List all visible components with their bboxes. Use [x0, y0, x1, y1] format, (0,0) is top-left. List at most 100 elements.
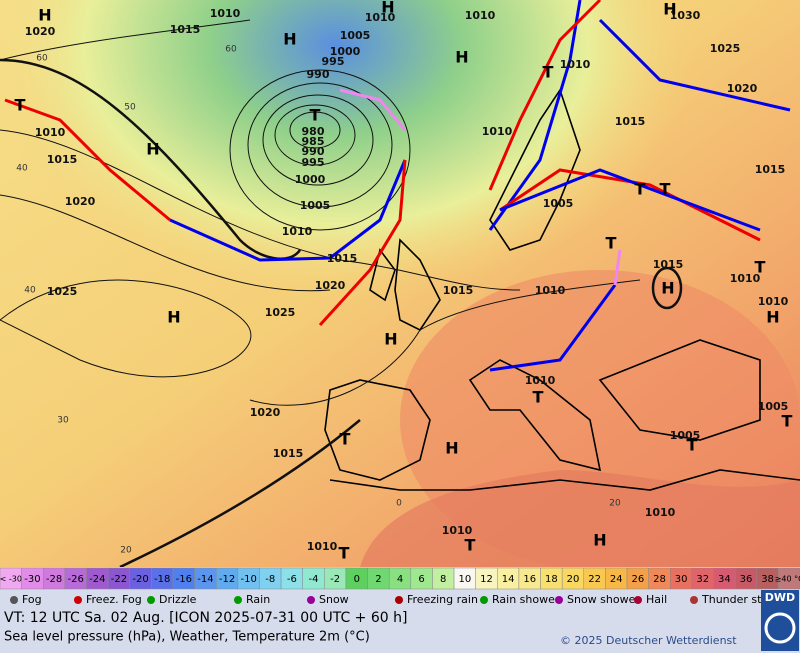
scale-label: 24 — [610, 574, 623, 585]
isobar-label: 1015 — [755, 163, 786, 176]
legend-label: Snow shower — [567, 593, 640, 606]
isobar-label: 1010 — [730, 272, 761, 285]
fronts — [4, 0, 791, 372]
pressure-center: T — [635, 180, 646, 199]
description: Sea level pressure (hPa), Weather, Tempe… — [4, 630, 370, 645]
dwd-logo-mark — [764, 612, 796, 644]
legend-symbol — [10, 596, 18, 604]
isobar-label: 1030 — [670, 9, 701, 22]
grid-label: 40 — [24, 286, 36, 296]
scale-label: 4 — [397, 574, 403, 585]
isobar-label: 1010 — [282, 225, 313, 238]
legend-label: Freez. Fog — [86, 593, 142, 606]
pressure-center: H — [38, 6, 51, 25]
pressure-center: T — [310, 106, 321, 125]
legend-symbol — [555, 596, 563, 604]
isobar-label: 1010 — [465, 9, 496, 22]
dwd-logo-text: DWD — [765, 591, 795, 604]
scale-label: -20 — [132, 574, 148, 585]
scale-label: 8 — [440, 574, 446, 585]
isobar-label: 1005 — [340, 29, 371, 42]
isobar-label: 1000 — [330, 45, 361, 58]
scale-label: 36 — [740, 574, 753, 585]
isobar-label: 1005 — [670, 429, 701, 442]
isobar-label: 1010 — [758, 295, 789, 308]
isobar-label: 995 — [302, 156, 325, 169]
pressure-center: T — [15, 96, 26, 115]
pressure-center: H — [167, 308, 180, 327]
grid-label: 50 — [124, 103, 136, 113]
scale-label: 6 — [418, 574, 424, 585]
isobar-label: 1010 — [35, 126, 66, 139]
pressure-center: T — [533, 388, 544, 407]
isobar-label: 1005 — [300, 199, 331, 212]
grid-label: 20 — [609, 499, 621, 509]
grid-label: 40 — [16, 164, 28, 174]
grid-label: 0 — [396, 499, 402, 509]
copyright: © 2025 Deutscher Wetterdienst — [560, 634, 737, 647]
isobar-label: 1020 — [250, 406, 281, 419]
scale-label: -10 — [240, 574, 256, 585]
pressure-center: T — [755, 258, 766, 277]
pressure-center: H — [766, 308, 779, 327]
isobar-label: 1010 — [442, 524, 473, 537]
scale-label: 12 — [480, 574, 493, 585]
pressure-center: H — [593, 531, 606, 550]
pressure-center: H — [283, 30, 296, 49]
isobar-label: 1010 — [482, 125, 513, 138]
isobar-label: 1010 — [560, 58, 591, 71]
pressure-center: T — [543, 63, 554, 82]
pressure-center: H — [661, 279, 674, 298]
grid-label: 60 — [225, 45, 237, 55]
grid-labels: 60 60 50 40 40 30 20 0 20 — [16, 45, 621, 556]
legend-label: Snow — [319, 593, 349, 606]
pressure-center: H — [455, 48, 468, 67]
legend-label: Hail — [646, 593, 667, 606]
scale-label: -26 — [68, 574, 84, 585]
legend-symbol — [234, 596, 242, 604]
scale-label: 32 — [696, 574, 709, 585]
isobar-label: 990 — [307, 68, 330, 81]
pressure-center: T — [606, 234, 617, 253]
scale-label: 28 — [653, 574, 666, 585]
isobar-label: 1020 — [727, 82, 758, 95]
scale-label: 18 — [545, 574, 558, 585]
isobar-label: 1025 — [265, 306, 296, 319]
legend-label: Drizzle — [159, 593, 197, 606]
isobar-label: 1010 — [535, 284, 566, 297]
pressure-center: T — [660, 180, 671, 199]
pressure-center: H — [381, 0, 394, 17]
scale-label: -22 — [111, 574, 127, 585]
pressure-center: H — [445, 439, 458, 458]
isobar-label: 1015 — [273, 447, 304, 460]
isobar-label: 980 — [302, 125, 325, 138]
scale-label: 22 — [588, 574, 601, 585]
scale-label: ≥40 °C — [775, 575, 800, 584]
scale-label: -2 — [330, 574, 340, 585]
isobar-label: 1025 — [47, 285, 78, 298]
isobar-label: 1010 — [307, 540, 338, 553]
isobar-label: 1015 — [615, 115, 646, 128]
scale-label: 0 — [354, 574, 360, 585]
scale-label: 38 — [761, 574, 774, 585]
scale-label: 2 — [375, 574, 381, 585]
valid-time: VT: 12 UTC Sa. 02 Aug. [ICON 2025-07-31 … — [4, 610, 407, 626]
grid-label: 30 — [57, 416, 69, 426]
legend-label: Freezing rain — [407, 593, 478, 606]
scale-label: -12 — [219, 574, 235, 585]
scale-label: -14 — [197, 574, 213, 585]
isobar-label: 1010 — [525, 374, 556, 387]
north-africa — [360, 470, 800, 567]
legend-symbol — [690, 596, 698, 604]
scale-label: -4 — [309, 574, 319, 585]
scale-label: -16 — [176, 574, 192, 585]
scale-label: -18 — [154, 574, 170, 585]
scale-label: 10 — [458, 574, 471, 585]
scale-label: 14 — [502, 574, 515, 585]
scale-label: 30 — [675, 574, 688, 585]
isobar-label: 995 — [322, 55, 345, 68]
pressure-center: T — [339, 544, 350, 563]
pressure-center: T — [340, 430, 351, 449]
